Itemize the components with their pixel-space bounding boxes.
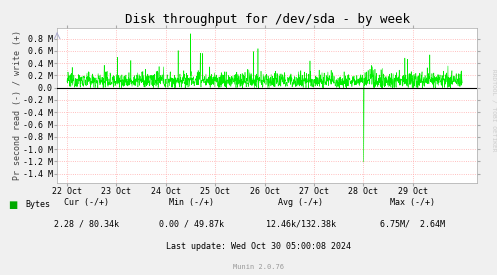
Text: Bytes: Bytes bbox=[26, 200, 51, 209]
Text: Avg (-/+): Avg (-/+) bbox=[278, 198, 323, 207]
Text: Min (-/+): Min (-/+) bbox=[169, 198, 214, 207]
Text: 6.75M/  2.64M: 6.75M/ 2.64M bbox=[380, 220, 445, 229]
Title: Disk throughput for /dev/sda - by week: Disk throughput for /dev/sda - by week bbox=[125, 13, 410, 26]
Text: 12.46k/132.38k: 12.46k/132.38k bbox=[266, 220, 335, 229]
Text: Last update: Wed Oct 30 05:00:08 2024: Last update: Wed Oct 30 05:00:08 2024 bbox=[166, 242, 351, 251]
Text: 2.28 / 80.34k: 2.28 / 80.34k bbox=[55, 220, 119, 229]
Text: ■: ■ bbox=[8, 200, 18, 210]
Y-axis label: Pr second read (-) / write (+): Pr second read (-) / write (+) bbox=[12, 30, 21, 180]
Text: 0.00 / 49.87k: 0.00 / 49.87k bbox=[159, 220, 224, 229]
Text: Munin 2.0.76: Munin 2.0.76 bbox=[233, 264, 284, 270]
Text: Cur (-/+): Cur (-/+) bbox=[65, 198, 109, 207]
Text: RRDTOOL / TOBI OETIKER: RRDTOOL / TOBI OETIKER bbox=[491, 69, 496, 151]
Text: Max (-/+): Max (-/+) bbox=[390, 198, 435, 207]
